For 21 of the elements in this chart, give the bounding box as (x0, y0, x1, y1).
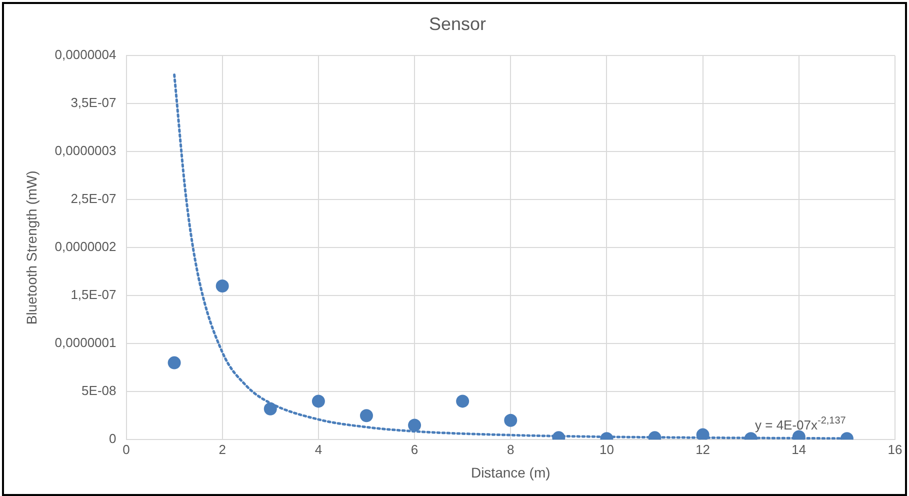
y-tick-label: 0,0000003 (54, 143, 116, 158)
y-tick-label: 0,0000004 (54, 47, 116, 62)
chart-title: Sensor (428, 14, 486, 34)
y-axis-title: Bluetooth Strength (mW) (23, 170, 40, 325)
x-axis-title: Distance (m) (470, 464, 550, 480)
y-tick-label: 0 (109, 431, 116, 446)
x-tick-label: 4 (314, 442, 322, 457)
x-tick-label: 0 (122, 442, 130, 457)
x-tick-label: 12 (696, 442, 710, 457)
x-tick-label: 8 (507, 442, 514, 457)
x-tick-label: 10 (599, 442, 614, 457)
y-tick-label: 2,5E-07 (70, 191, 116, 206)
y-tick-label: 0,0000002 (54, 239, 116, 254)
y-tick-label: 0,0000001 (54, 335, 116, 350)
x-tick-label: 6 (410, 442, 418, 457)
y-tick-label: 5E-08 (82, 383, 116, 398)
x-tick-label: 16 (888, 442, 902, 457)
y-tick-label: 1,5E-07 (70, 287, 116, 302)
y-tick-label: 3,5E-07 (70, 95, 116, 110)
x-tick-label: 14 (792, 442, 806, 457)
x-tick-label: 2 (218, 442, 226, 457)
